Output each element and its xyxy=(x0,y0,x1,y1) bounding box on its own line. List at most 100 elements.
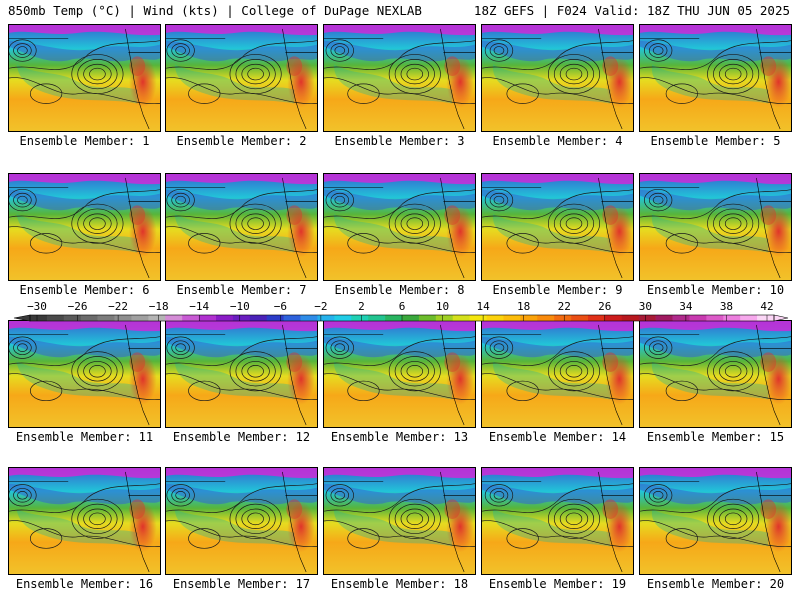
temperature-wind-map xyxy=(640,321,791,427)
colorbar-tick-label: −2 xyxy=(314,300,327,313)
member-caption: Ensemble Member: 4 xyxy=(492,134,623,148)
member-caption: Ensemble Member: 10 xyxy=(646,283,785,297)
ensemble-map-panel xyxy=(481,173,634,281)
map-title: 850mb Temp (°C) | Wind (kts) | College o… xyxy=(8,3,422,18)
colorbar-swatch xyxy=(232,315,251,321)
colorbar-swatch xyxy=(283,315,301,321)
colorbar-swatch xyxy=(638,315,656,321)
colorbar-swatch xyxy=(604,315,623,321)
temperature-wind-map xyxy=(324,174,475,280)
colorbar-high-arrow xyxy=(773,314,789,322)
temperature-wind-map xyxy=(324,25,475,131)
run-valid-time: 18Z GEFS | F024 Valid: 18Z THU JUN 05 20… xyxy=(473,3,790,18)
colorbar-swatch xyxy=(199,315,217,321)
ensemble-map-panel xyxy=(8,320,161,428)
temperature-wind-map xyxy=(166,174,317,280)
member-caption: Ensemble Member: 15 xyxy=(646,430,785,444)
temperature-wind-map xyxy=(482,321,633,427)
colorbar-swatch xyxy=(368,315,386,321)
temperature-wind-map xyxy=(166,468,317,574)
temperature-wind-map xyxy=(9,174,160,280)
member-caption: Ensemble Member: 5 xyxy=(650,134,781,148)
ensemble-map-panel xyxy=(323,24,476,132)
colorbar-tick-label: 18 xyxy=(517,300,530,313)
ensemble-map-panel xyxy=(481,320,634,428)
colorbar-swatch xyxy=(351,315,369,321)
colorbar-tick-label: −26 xyxy=(68,300,88,313)
member-caption: Ensemble Member: 7 xyxy=(176,283,307,297)
colorbar-swatch xyxy=(249,315,268,321)
colorbar-swatch xyxy=(334,315,352,321)
colorbar-swatch xyxy=(503,315,521,321)
colorbar-tick-label: 42 xyxy=(760,300,773,313)
temperature-wind-map xyxy=(640,25,791,131)
ensemble-map-panel xyxy=(639,320,792,428)
temperature-colorbar: −30 −26 −22 −18 −14 −10 −6 −2 2 6 10 14 18 22 26 30 34 38… xyxy=(13,300,789,322)
colorbar-swatch xyxy=(706,315,724,321)
colorbar-swatch xyxy=(554,315,572,321)
member-caption: Ensemble Member: 19 xyxy=(488,577,627,591)
ensemble-map-panel xyxy=(323,320,476,428)
colorbar-tick-label: −10 xyxy=(230,300,250,313)
member-caption: Ensemble Member: 9 xyxy=(492,283,623,297)
member-caption: Ensemble Member: 13 xyxy=(330,430,469,444)
temperature-wind-map xyxy=(9,25,160,131)
colorbar-swatch xyxy=(216,315,234,321)
colorbar-swatch xyxy=(537,315,555,321)
colorbar-swatch xyxy=(266,315,284,321)
temperature-wind-map xyxy=(324,321,475,427)
colorbar-tick-label: 2 xyxy=(358,300,365,313)
colorbar-swatch xyxy=(452,315,470,321)
colorbar-tick-label: −6 xyxy=(274,300,287,313)
member-caption: Ensemble Member: 18 xyxy=(330,577,469,591)
colorbar-tick-label: 14 xyxy=(476,300,490,313)
colorbar-swatch xyxy=(63,315,82,321)
colorbar-swatch xyxy=(571,315,589,321)
colorbar-swatch xyxy=(435,315,454,321)
colorbar-swatch xyxy=(418,315,437,321)
colorbar-swatch xyxy=(46,315,65,321)
temperature-wind-map xyxy=(482,468,633,574)
temperature-wind-map xyxy=(640,174,791,280)
member-caption: Ensemble Member: 8 xyxy=(334,283,465,297)
colorbar-swatch xyxy=(689,315,707,321)
colorbar-tick-label: 6 xyxy=(399,300,406,313)
temperature-wind-map xyxy=(166,321,317,427)
colorbar-swatch xyxy=(148,315,166,321)
colorbar-swatch xyxy=(80,315,98,321)
member-caption: Ensemble Member: 6 xyxy=(19,283,150,297)
ensemble-map-panel xyxy=(8,24,161,132)
colorbar-swatch xyxy=(486,315,504,321)
colorbar-tick-label: 30 xyxy=(639,300,652,313)
temperature-wind-map xyxy=(324,468,475,574)
temperature-wind-map xyxy=(482,174,633,280)
ensemble-map-panel xyxy=(481,467,634,575)
member-caption: Ensemble Member: 14 xyxy=(488,430,627,444)
colorbar-swatch xyxy=(402,315,420,321)
colorbar-tick-label: 38 xyxy=(720,300,733,313)
colorbar-swatch xyxy=(469,315,487,321)
colorbar-tick-label: −22 xyxy=(108,300,128,313)
member-caption: Ensemble Member: 17 xyxy=(172,577,311,591)
member-caption: Ensemble Member: 12 xyxy=(172,430,311,444)
colorbar-swatch xyxy=(740,315,758,321)
ensemble-map-panel xyxy=(165,173,318,281)
colorbar-tick-label: 22 xyxy=(558,300,571,313)
ensemble-map-panel xyxy=(481,24,634,132)
colorbar-swatch xyxy=(520,315,538,321)
colorbar-swatch xyxy=(655,315,673,321)
colorbar-tick-label: −30 xyxy=(27,300,47,313)
colorbar-tick-label: −18 xyxy=(149,300,169,313)
ensemble-map-panel xyxy=(8,467,161,575)
colorbar-swatch xyxy=(621,315,640,321)
colorbar-swatch xyxy=(757,315,775,321)
ensemble-map-panel xyxy=(323,467,476,575)
colorbar-swatch xyxy=(30,315,48,321)
colorbar-swatch xyxy=(317,315,335,321)
colorbar-swatch xyxy=(672,315,690,321)
ensemble-map-panel xyxy=(639,173,792,281)
colorbar-swatch xyxy=(114,315,132,321)
temperature-wind-map xyxy=(9,468,160,574)
temperature-wind-map xyxy=(640,468,791,574)
colorbar-swatch xyxy=(300,315,318,321)
